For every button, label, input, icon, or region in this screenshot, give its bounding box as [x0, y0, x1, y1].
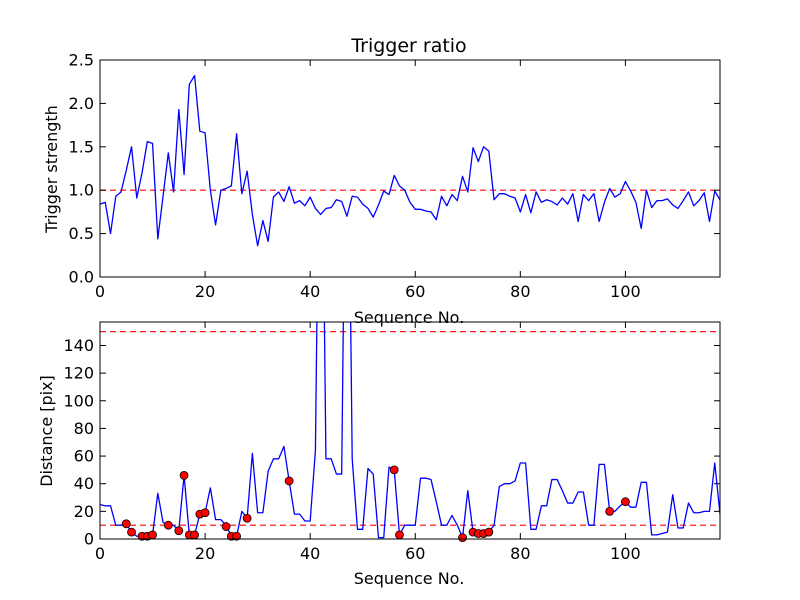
distance-plot-area: 0 20 40 60 80 100 0 20 40 60 80 100 120 140	[63, 321, 721, 563]
y-tick-label: 140	[63, 336, 94, 355]
data-point	[395, 530, 404, 540]
x-tick-label: 40	[300, 282, 320, 301]
y-tick-label: 60	[74, 447, 94, 466]
y-tick-label: 0	[84, 530, 94, 549]
y-tick-label: 1.0	[69, 181, 94, 200]
y-tick-label: 120	[63, 364, 94, 383]
data-point	[389, 465, 399, 475]
y-axis-label: Trigger strength	[42, 105, 61, 234]
y-tick-label: 2.5	[69, 51, 94, 70]
data-point	[190, 530, 199, 540]
data-point	[221, 522, 231, 531]
plot-frame	[99, 59, 721, 278]
y-tick-label: 20	[74, 502, 94, 521]
x-tick-label: 100	[610, 282, 641, 301]
data-point	[163, 520, 173, 530]
x-tick-label: 80	[510, 282, 530, 301]
x-tick-label: 0	[95, 544, 105, 563]
data-point	[458, 533, 467, 543]
y-tick-label: 0.5	[69, 224, 94, 243]
data-point	[179, 471, 189, 480]
x-axis-label: Sequence No.	[354, 569, 465, 588]
chart-title: Trigger ratio	[350, 35, 466, 57]
distance-chart: Sequence No. Distance [pix] 0 20 40 60 80 100…	[37, 321, 721, 588]
x-tick-label: 20	[195, 282, 215, 301]
x-tick-label: 0	[95, 282, 105, 301]
y-tick-label: 100	[63, 391, 94, 410]
x-tick-label: 60	[405, 282, 425, 301]
data-point	[174, 526, 184, 536]
x-tick-label: 20	[195, 544, 215, 563]
y-tick-label: 2.0	[69, 94, 94, 113]
y-tick-label: 80	[74, 419, 94, 438]
x-axis-label: Sequence No.	[354, 308, 465, 327]
data-point	[284, 476, 294, 486]
data-point	[621, 497, 630, 507]
x-tick-label: 80	[510, 544, 530, 563]
data-point	[242, 513, 252, 523]
y-axis-label: Distance [pix]	[37, 375, 56, 487]
data-point	[121, 519, 131, 529]
series-line	[100, 74, 720, 247]
y-tick-label: 1.5	[69, 137, 94, 156]
data-point	[484, 527, 494, 537]
data-point	[148, 530, 157, 540]
plot-frame	[99, 321, 721, 540]
data-point	[200, 508, 210, 518]
x-tick-label: 60	[405, 544, 425, 563]
y-tick-label: 0.0	[69, 268, 94, 287]
x-tick-label: 100	[610, 544, 641, 563]
trigger-ratio-chart: Trigger ratio Sequence No. Trigger stren…	[42, 35, 721, 327]
x-tick-label: 40	[300, 544, 320, 563]
data-point	[127, 527, 136, 537]
y-tick-label: 40	[74, 474, 94, 493]
data-point	[232, 531, 242, 541]
data-point	[605, 506, 615, 516]
trigger-ratio-plot-area: 0 20 40 60 80 100 0.0 0.5 1.0 1.5 2.0 2.5	[69, 51, 721, 301]
